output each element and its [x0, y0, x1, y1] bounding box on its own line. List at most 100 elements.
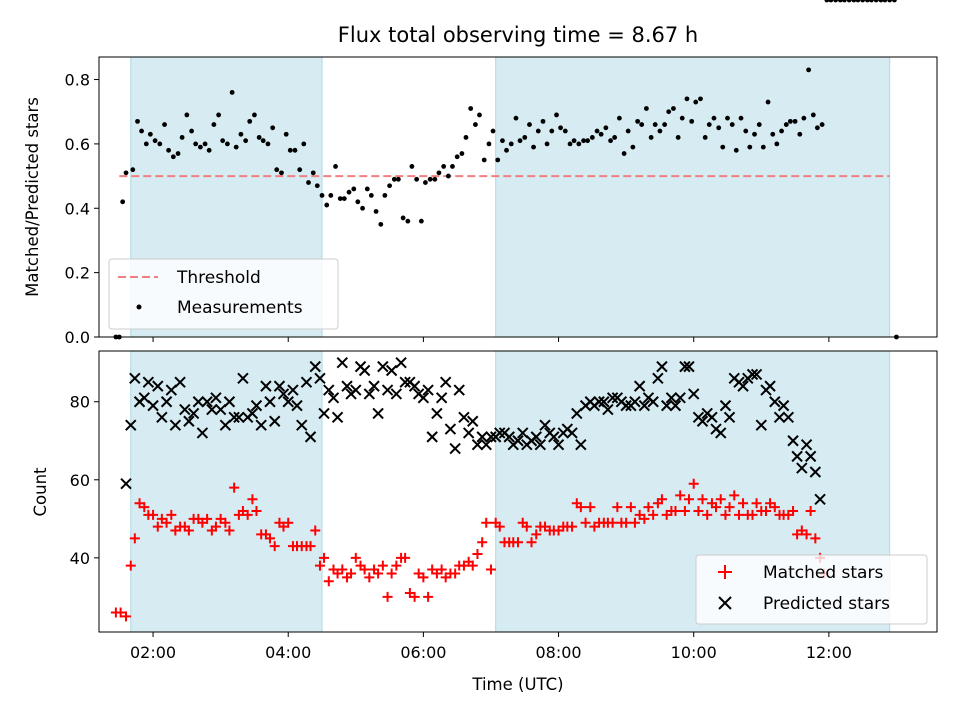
matched-stars-point	[386, 568, 397, 579]
predicted-stars-point	[169, 419, 182, 431]
x-tick-label: 04:00	[265, 643, 311, 662]
measurements-point	[243, 138, 249, 144]
measurements-point	[824, 0, 830, 3]
count-panel: 40 60 80 02:00 04:00 06:00 08:00 10:00 12:00 Co…	[31, 350, 938, 694]
measurements-point	[567, 141, 573, 147]
predicted-stars-point	[471, 438, 484, 451]
measurements-point	[819, 122, 825, 127]
matched-stars-point	[711, 502, 722, 513]
measurements-point	[621, 151, 627, 156]
matched-stars-point	[724, 502, 735, 513]
measurements-point	[747, 144, 753, 150]
measurements-point	[571, 138, 577, 144]
matched-stars-point	[418, 572, 429, 583]
predicted-stars-point	[769, 396, 781, 408]
measurements-point	[760, 144, 766, 150]
predicted-stars-point	[174, 376, 186, 388]
measurements-point	[558, 125, 563, 131]
matched-stars-point	[350, 552, 361, 563]
measurements-point	[787, 118, 793, 124]
predicted-stars-point	[269, 415, 281, 427]
measurements-point	[540, 118, 546, 124]
measurements-point	[418, 218, 424, 224]
predicted-stars-point	[796, 462, 808, 474]
measurements-point	[414, 176, 420, 182]
matched-stars-point	[310, 525, 321, 536]
matched-stars-point	[382, 591, 393, 602]
predicted-stars-point	[277, 388, 290, 400]
measurements-point	[179, 135, 185, 140]
predicted-stars-point	[250, 399, 263, 412]
measurements-point	[306, 180, 311, 185]
matched-stars-point	[319, 552, 330, 563]
predicted-stars-point	[696, 415, 709, 427]
predicted-stars-point	[746, 368, 759, 381]
y-tick-label: 0.8	[65, 71, 90, 90]
matched-stars-point	[377, 560, 388, 571]
predicted-stars-point	[467, 415, 479, 427]
predicted-stars-point	[152, 380, 164, 392]
predicted-stars-point	[620, 399, 632, 412]
matched-stars-point	[166, 509, 177, 520]
measurements-point	[535, 128, 541, 134]
predicted-stars-point	[764, 380, 776, 392]
measurements-point	[490, 128, 496, 134]
count-y-axis-label: Count	[31, 467, 50, 517]
measurements-point	[400, 215, 406, 221]
measurements-point	[887, 0, 893, 3]
matched-stars-point	[477, 537, 488, 548]
measurements-point	[585, 138, 591, 144]
measurements-point	[152, 138, 158, 144]
predicted-stars-point	[390, 388, 403, 400]
predicted-stars-point	[417, 392, 430, 404]
measurements-point	[211, 122, 217, 127]
matched-stars-point	[373, 568, 384, 579]
measurements-point	[693, 99, 699, 105]
predicted-stars-point	[233, 411, 245, 424]
measurements-point	[301, 141, 307, 147]
matched-stars-point	[607, 517, 618, 528]
predicted-stars-point	[804, 450, 817, 463]
measurements-point	[892, 0, 897, 3]
predicted-stars-point	[602, 403, 614, 416]
predicted-stars-point	[669, 399, 682, 412]
measurements-point	[143, 141, 149, 147]
measurements-point	[220, 138, 226, 144]
predicted-stars-point	[679, 360, 691, 373]
measurements-point	[797, 131, 803, 137]
measurements-point	[265, 141, 271, 147]
matched-stars-point	[769, 502, 780, 513]
predicted-stars-point	[156, 411, 168, 424]
predicted-stars-point	[201, 396, 213, 408]
predicted-stars-point	[688, 388, 700, 400]
predicted-stars-point	[755, 419, 767, 431]
matched-stars-point	[702, 509, 713, 520]
matched-stars-point	[679, 506, 690, 517]
matched-stars-point	[337, 564, 348, 575]
predicted-stars-point	[715, 427, 727, 439]
measurements-point	[828, 0, 834, 3]
measurements-point	[225, 141, 230, 147]
predicted-stars-point	[237, 372, 249, 385]
measurements-point	[662, 122, 668, 127]
x-axis-label: Time (UTC)	[471, 675, 563, 694]
predicted-stars-point	[476, 431, 488, 443]
measurements-point	[702, 135, 708, 140]
matched-stars-point	[202, 513, 213, 524]
matched-stars-point	[621, 517, 632, 528]
measurements-point	[247, 118, 253, 124]
measurements-point	[706, 122, 712, 127]
predicted-stars-point	[129, 372, 141, 385]
predicted-stars-point	[503, 431, 515, 443]
matched-stars-point	[675, 490, 686, 501]
matched-stars-point	[656, 494, 667, 505]
count-panel-frame	[98, 350, 938, 633]
measurements-point	[810, 112, 816, 118]
measurements-point	[319, 192, 325, 198]
measurements-point	[287, 147, 293, 153]
matched-stars-point	[423, 591, 434, 602]
predicted-stars-point	[444, 423, 457, 435]
measurements-point	[657, 128, 663, 134]
measurements-point	[297, 167, 303, 173]
measurements-point	[454, 154, 460, 160]
